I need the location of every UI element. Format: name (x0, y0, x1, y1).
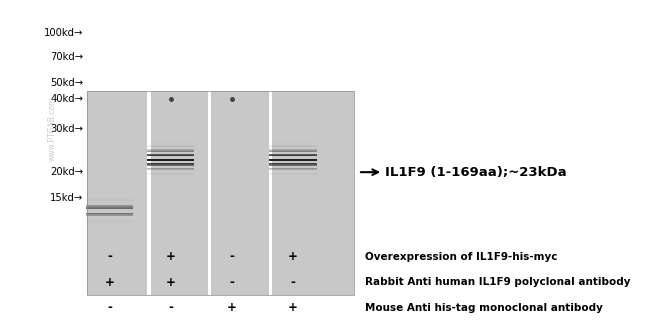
Text: +: + (227, 301, 237, 314)
Text: +: + (105, 276, 114, 289)
Bar (86, 197, 133, 198)
Bar (270, 169, 317, 170)
Bar (269, 91, 272, 295)
Text: -: - (107, 301, 112, 314)
Text: 100kd→: 100kd→ (44, 28, 84, 38)
Bar (147, 177, 194, 178)
Bar (270, 159, 317, 160)
Bar (270, 164, 317, 165)
Bar (270, 172, 317, 173)
Bar (270, 168, 317, 169)
Bar (147, 168, 194, 169)
Text: 70kd→: 70kd→ (51, 52, 84, 62)
Text: 15kd→: 15kd→ (50, 193, 84, 203)
Bar (147, 150, 194, 151)
Bar (88, 91, 354, 295)
Bar (270, 145, 317, 146)
Bar (147, 141, 194, 142)
Bar (147, 147, 194, 148)
Bar (270, 156, 317, 157)
Text: -: - (291, 276, 296, 289)
Text: -: - (229, 250, 235, 263)
Bar (270, 150, 317, 151)
Bar (270, 147, 317, 148)
Bar (147, 159, 194, 160)
Bar (270, 146, 317, 147)
Bar (270, 155, 317, 156)
Bar (86, 206, 133, 207)
Bar (86, 221, 133, 222)
Text: Mouse Anti his-tag monoclonal antibody: Mouse Anti his-tag monoclonal antibody (365, 303, 603, 313)
Text: 50kd→: 50kd→ (51, 78, 84, 88)
Text: 40kd→: 40kd→ (51, 94, 84, 104)
Bar (147, 156, 194, 157)
Bar (147, 163, 194, 164)
Text: www.PTGAB.com: www.PTGAB.com (48, 97, 57, 161)
Bar (147, 173, 194, 174)
Bar (270, 151, 317, 152)
Bar (147, 155, 194, 156)
Text: IL1F9 (1-169aa);~23kDa: IL1F9 (1-169aa);~23kDa (385, 166, 566, 179)
Bar (88, 91, 354, 295)
Text: Overexpression of IL1F9-his-myc: Overexpression of IL1F9-his-myc (365, 252, 558, 262)
Bar (147, 160, 194, 161)
Bar (270, 178, 317, 179)
Bar (147, 178, 194, 179)
Bar (147, 91, 151, 295)
Bar (86, 215, 133, 216)
Text: +: + (288, 301, 298, 314)
Text: 30kd→: 30kd→ (51, 124, 84, 134)
Bar (270, 173, 317, 174)
Text: Rabbit Anti human IL1F9 polyclonal antibody: Rabbit Anti human IL1F9 polyclonal antib… (365, 277, 630, 287)
Bar (147, 154, 194, 155)
Bar (270, 160, 317, 161)
Bar (86, 200, 133, 201)
Bar (86, 199, 133, 200)
Text: 20kd→: 20kd→ (51, 167, 84, 177)
Bar (86, 212, 133, 213)
Text: +: + (166, 250, 176, 263)
Bar (208, 91, 211, 295)
Bar (86, 198, 133, 199)
Bar (147, 151, 194, 152)
Text: -: - (229, 276, 235, 289)
Bar (270, 141, 317, 142)
Bar (86, 222, 133, 223)
Bar (147, 172, 194, 173)
Text: +: + (288, 250, 298, 263)
Bar (86, 216, 133, 217)
Bar (270, 163, 317, 164)
Bar (86, 214, 133, 215)
Bar (147, 145, 194, 146)
Text: -: - (107, 250, 112, 263)
Bar (147, 146, 194, 147)
Bar (147, 169, 194, 170)
Bar (270, 177, 317, 178)
Bar (86, 224, 133, 225)
Bar (86, 220, 133, 221)
Text: +: + (166, 276, 176, 289)
Bar (270, 154, 317, 155)
Bar (86, 207, 133, 208)
Bar (147, 164, 194, 165)
Bar (86, 223, 133, 224)
Bar (86, 208, 133, 209)
Text: -: - (168, 301, 174, 314)
